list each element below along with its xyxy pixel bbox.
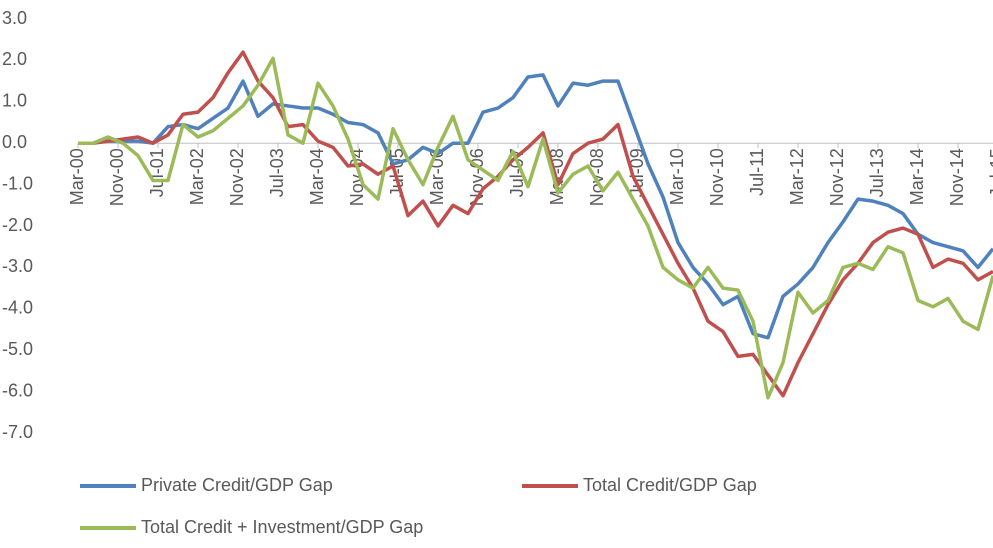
x-tick-label: Mar-04 — [307, 148, 327, 205]
series-line — [78, 73, 993, 340]
y-tick-label: -1.0 — [2, 173, 33, 193]
y-tick-label: -2.0 — [2, 215, 33, 235]
x-tick-label: Jul-09 — [627, 148, 647, 197]
x-tick-label: Nov-14 — [947, 148, 967, 206]
x-tick-label: Mar-14 — [907, 148, 927, 205]
x-tick-label: Jul-11 — [747, 148, 767, 196]
x-tick-label: Jul-13 — [867, 148, 887, 197]
y-tick-label: 0.0 — [2, 132, 27, 152]
x-tick-label: Nov-00 — [107, 148, 127, 206]
y-tick-label: -7.0 — [2, 422, 33, 442]
legend-label: Total Credit/GDP Gap — [583, 475, 757, 495]
x-tick-label: Mar-02 — [187, 148, 207, 205]
x-tick-label: Nov-10 — [707, 148, 727, 206]
y-tick-label: -4.0 — [2, 298, 33, 318]
x-tick-label: Nov-02 — [227, 148, 247, 206]
y-tick-label: 3.0 — [2, 8, 27, 28]
legend-label: Private Credit/GDP Gap — [141, 475, 333, 495]
series-line — [78, 50, 993, 398]
y-tick-label: 2.0 — [2, 49, 27, 69]
x-tick-label: Jul-03 — [267, 148, 287, 197]
legend-label: Total Credit + Investment/GDP Gap — [141, 517, 423, 537]
y-tick-label: -3.0 — [2, 256, 33, 276]
y-tick-label: -6.0 — [2, 380, 33, 400]
x-tick-label: Mar-00 — [67, 148, 87, 205]
x-tick-label: Jul-01 — [147, 148, 167, 197]
x-tick-label: Mar-10 — [667, 148, 687, 205]
x-tick-label: Nov-04 — [347, 148, 367, 206]
x-tick-label: Mar-12 — [787, 148, 807, 205]
series-line — [78, 56, 993, 400]
x-tick-label: Mar-06 — [427, 148, 447, 205]
y-tick-label: -5.0 — [2, 339, 33, 359]
x-tick-label: Nov-12 — [827, 148, 847, 206]
y-tick-label: 1.0 — [2, 91, 27, 111]
x-tick-label: Jul-15 — [987, 148, 993, 197]
